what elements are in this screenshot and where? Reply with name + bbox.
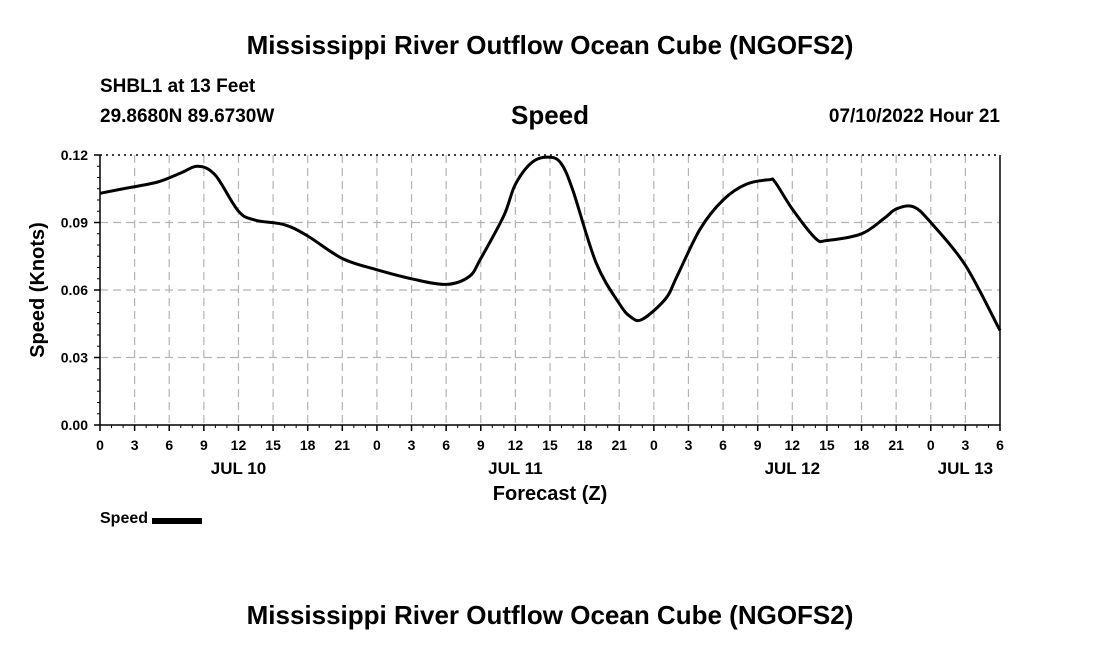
x-tick-label: 18: [577, 437, 593, 453]
station-coordinates: 29.8680N 89.6730W: [100, 106, 275, 127]
y-tick-label: 0.00: [61, 417, 88, 433]
day-label: JUL 11: [488, 459, 543, 478]
x-tick-label: 3: [961, 437, 969, 453]
x-tick-label: 3: [685, 437, 693, 453]
y-axis-label: Speed (Knots): [27, 222, 49, 358]
x-tick-label: 12: [231, 437, 247, 453]
x-tick-label: 6: [996, 437, 1004, 453]
x-tick-label: 18: [854, 437, 870, 453]
x-tick-label: 6: [442, 437, 450, 453]
axes: [94, 154, 1001, 431]
day-label: JUL 13: [938, 459, 993, 478]
x-tick-label: 0: [650, 437, 658, 453]
day-label: JUL 10: [211, 459, 266, 478]
x-tick-label: 15: [819, 437, 835, 453]
x-tick-label: 15: [265, 437, 281, 453]
legend: Speed: [100, 510, 203, 528]
footer-title: Mississippi River Outflow Ocean Cube (NG…: [246, 600, 854, 630]
x-tick-label: 12: [785, 437, 801, 453]
legend-swatch: [152, 517, 203, 524]
x-tick-label: 18: [300, 437, 316, 453]
y-tick-label: 0.12: [61, 147, 88, 163]
x-axis-label: Forecast (Z): [493, 483, 607, 505]
y-tick-label: 0.03: [61, 350, 88, 366]
speed-series-line: [99, 155, 1002, 332]
grid: [100, 154, 1000, 425]
x-tick-label: 6: [165, 437, 173, 453]
x-tick-label: 6: [719, 437, 727, 453]
x-tick-label: 12: [508, 437, 524, 453]
x-tick-label: 0: [96, 437, 104, 453]
x-tick-label: 3: [408, 437, 416, 453]
x-tick-label: 9: [200, 437, 208, 453]
x-tick-label: 21: [888, 437, 904, 453]
x-tick-label: 3: [131, 437, 139, 453]
main-title: Mississippi River Outflow Ocean Cube (NG…: [246, 30, 854, 60]
x-tick-label: 21: [335, 437, 351, 453]
y-tick-label: 0.09: [61, 215, 88, 231]
chart-title: Speed: [510, 100, 590, 130]
legend-label: Speed: [100, 510, 149, 527]
station-label: SHBL1 at 13 Feet: [100, 76, 256, 97]
tick-labels: 0 3 6 9 12 15 18 21 0 3 6 9 12 15 18 21 0 3 6 9 12 15 18 21 0 3 6J…: [61, 147, 1004, 478]
x-tick-label: 9: [754, 437, 762, 453]
x-tick-label: 0: [927, 437, 935, 453]
x-tick-label: 9: [477, 437, 485, 453]
y-tick-label: 0.06: [61, 282, 88, 298]
day-label: JUL 12: [765, 459, 820, 478]
x-tick-label: 15: [542, 437, 558, 453]
x-tick-label: 0: [373, 437, 381, 453]
forecast-datetime: 07/10/2022 Hour 21: [828, 106, 1000, 127]
series: [99, 155, 1002, 332]
x-tick-label: 21: [611, 437, 627, 453]
